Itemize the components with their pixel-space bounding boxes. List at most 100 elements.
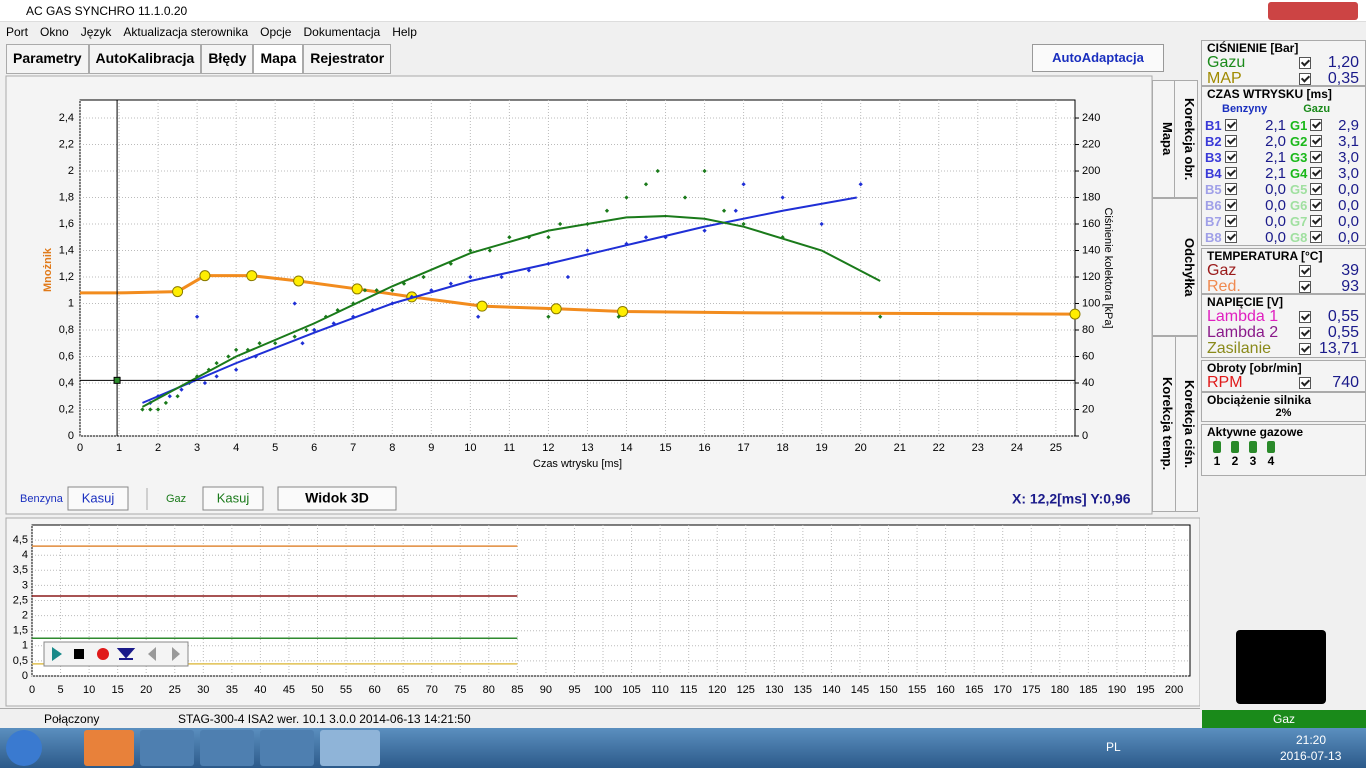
start-button[interactable] <box>6 730 42 766</box>
y2-tick-label: 120 <box>1082 271 1100 283</box>
app-control[interactable] <box>200 730 254 766</box>
sample-point <box>312 327 317 333</box>
petrol-value: 0,0 <box>1265 228 1286 246</box>
x-tick-label: 8 <box>389 442 395 454</box>
x-tick-label: 6 <box>311 442 317 454</box>
checkbox[interactable] <box>1225 119 1237 131</box>
player-controls[interactable] <box>43 641 189 667</box>
tab[interactable]: Mapa <box>253 44 304 74</box>
injection-row: B7 0,0 G7 0,0 <box>1202 213 1365 230</box>
sample-point <box>175 394 180 399</box>
x-tick-label: 160 <box>936 684 954 696</box>
menu-item[interactable]: Opcje <box>260 25 292 39</box>
app-explorer[interactable] <box>260 730 314 766</box>
checkbox[interactable] <box>1299 343 1311 355</box>
tabs: Parametry AutoKalibracja Błędy Mapa Rejestra… <box>6 44 392 74</box>
x-tick-label: 3 <box>194 442 200 454</box>
checkbox[interactable] <box>1225 135 1237 147</box>
app-acgas[interactable] <box>320 730 380 766</box>
x-tick-label: 0 <box>77 442 83 454</box>
injector-label: 3 <box>1249 454 1257 468</box>
checkbox[interactable] <box>1299 265 1311 277</box>
checkbox[interactable] <box>1310 135 1322 147</box>
checkbox[interactable] <box>1299 57 1311 69</box>
checkbox[interactable] <box>1299 311 1311 323</box>
gas-label: G4 <box>1290 165 1308 181</box>
checkbox[interactable] <box>1310 151 1322 163</box>
checkbox[interactable] <box>1299 281 1311 293</box>
sample-point <box>624 195 629 200</box>
panel-section: Obciążenie silnika 2% <box>1201 392 1366 422</box>
x-tick-label: 25 <box>1050 442 1062 454</box>
curve <box>142 196 857 404</box>
tab[interactable]: Rejestrator <box>303 44 392 74</box>
x-tick-label: 110 <box>651 684 669 696</box>
checkbox[interactable] <box>1225 151 1237 163</box>
gas-value: 3,1 <box>1338 132 1359 150</box>
menu-item[interactable]: Port <box>6 25 29 39</box>
map-point <box>172 286 184 298</box>
checkbox[interactable] <box>1225 215 1237 227</box>
checkbox[interactable] <box>1299 377 1311 389</box>
checkbox[interactable] <box>1299 73 1311 85</box>
checkbox[interactable] <box>1310 119 1322 131</box>
checkbox[interactable] <box>1225 231 1237 243</box>
injector: 3 <box>1244 439 1262 468</box>
sample-point <box>304 327 309 333</box>
side-tab[interactable]: Odchyłka <box>1152 198 1198 336</box>
checkbox[interactable] <box>1310 183 1322 195</box>
value-row: Zasilanie 13,71 <box>1202 340 1365 357</box>
y-tick-label: 1,2 <box>59 271 74 283</box>
injection-headers: Benzyny Gazu <box>1202 101 1365 117</box>
window-buttons[interactable] <box>1268 2 1358 20</box>
x-tick-label: 30 <box>197 684 209 696</box>
app-chrome[interactable] <box>140 730 194 766</box>
sample-point <box>468 274 473 280</box>
menu-item[interactable]: Dokumentacja <box>303 25 381 39</box>
x-tick-label: 35 <box>226 684 238 696</box>
auto-adapt-button[interactable]: AutoAdaptacja <box>1032 44 1164 72</box>
injection-row: B4 2,1 G4 3,0 <box>1202 165 1365 182</box>
checkbox[interactable] <box>1225 167 1237 179</box>
menu-item[interactable]: Aktualizacja sterownika <box>123 25 249 39</box>
side-tab[interactable]: Korekcja ciśn. <box>1174 336 1198 512</box>
side-tab[interactable]: Korekcja obr. <box>1174 80 1198 198</box>
app-pdf[interactable] <box>84 730 134 766</box>
sample-point <box>702 168 707 174</box>
checkbox[interactable] <box>1310 199 1322 211</box>
map-plot <box>79 99 1076 437</box>
checkbox[interactable] <box>1310 167 1322 179</box>
sample-point <box>604 208 610 213</box>
checkbox[interactable] <box>1310 215 1322 227</box>
sample-point <box>214 361 219 366</box>
sample-point <box>374 288 379 293</box>
map-point <box>246 270 258 282</box>
tab[interactable]: AutoKalibracja <box>88 44 202 74</box>
sample-point <box>292 334 297 339</box>
menu-item[interactable]: Okno <box>40 25 69 39</box>
menu-item[interactable]: Help <box>392 25 417 39</box>
x-tick-label: 24 <box>1011 442 1023 454</box>
checkbox[interactable] <box>1225 199 1237 211</box>
y-tick-label: 0,8 <box>59 324 74 336</box>
sample-point <box>507 235 512 240</box>
sample-point <box>819 221 824 227</box>
tab[interactable]: Błędy <box>201 44 254 74</box>
side-tab[interactable]: Korekcja temp. <box>1152 336 1176 512</box>
value-row: RPM 740 <box>1202 374 1365 391</box>
x-tick-label: 19 <box>816 442 828 454</box>
checkbox[interactable] <box>1225 183 1237 195</box>
status-bar: Połączony STAG-300-4 ISA2 wer. 10.1 3.0.… <box>0 708 1200 728</box>
injector-icon <box>1267 441 1275 453</box>
sample-point <box>616 314 621 319</box>
checkbox[interactable] <box>1299 327 1311 339</box>
view3d-button: Widok 3D <box>305 490 369 506</box>
menu-item[interactable]: Język <box>80 25 112 39</box>
player-bar <box>43 641 189 667</box>
gas-label: Gaz <box>166 493 186 505</box>
checkbox[interactable] <box>1310 231 1322 243</box>
sample-point <box>546 314 551 319</box>
tab[interactable]: Parametry <box>6 44 89 74</box>
x-tick-label: 125 <box>737 684 755 696</box>
sample-point <box>292 301 297 306</box>
